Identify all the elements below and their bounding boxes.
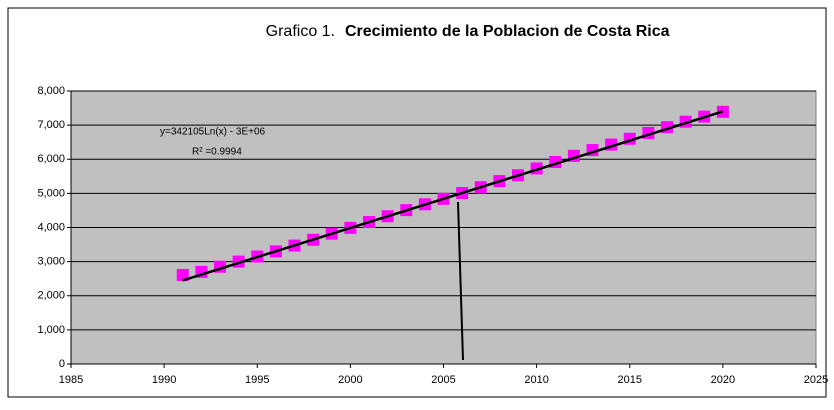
y-tick-label: 6,000 <box>37 153 65 165</box>
x-tick-label: 2020 <box>711 374 735 386</box>
y-tick-label: 1,000 <box>37 324 65 336</box>
x-tick-label: 1985 <box>59 374 83 386</box>
x-tick-label: 2025 <box>804 374 828 386</box>
y-tick-label: 2,000 <box>37 290 65 302</box>
chart-title-prefix: Grafico 1. <box>266 23 335 40</box>
x-tick-label: 1990 <box>152 374 176 386</box>
equation-label: y=342105Ln(x) - 3E+06 <box>160 127 266 138</box>
r2-label: R² =0.9994 <box>192 147 242 158</box>
grid <box>67 90 817 368</box>
x-tick-label: 2010 <box>524 374 548 386</box>
y-tick-label: 8,000 <box>37 85 65 97</box>
y-tick-label: 7,000 <box>37 119 65 131</box>
x-tick-label: 1995 <box>245 374 269 386</box>
y-tick-label: 0 <box>59 358 65 370</box>
y-tick-label: 3,000 <box>37 256 65 268</box>
trendline <box>182 110 724 282</box>
x-tick-label: 2005 <box>431 374 455 386</box>
y-tick-label: 4,000 <box>37 221 65 233</box>
drawn-line <box>457 201 464 361</box>
x-tick-label: 2000 <box>338 374 362 386</box>
marks <box>176 105 729 282</box>
x-tick-label: 2015 <box>618 374 642 386</box>
chart-title: Crecimiento de la Poblacion de Costa Ric… <box>345 23 670 40</box>
y-tick-label: 5,000 <box>37 187 65 199</box>
point <box>176 268 189 281</box>
